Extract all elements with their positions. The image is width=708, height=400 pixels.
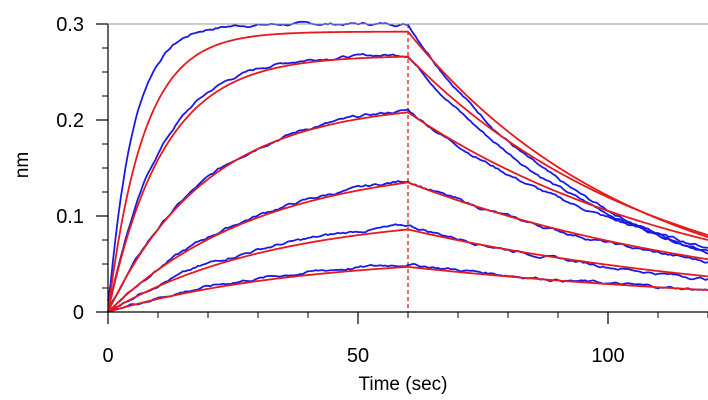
- x-tick-label: 50: [347, 345, 369, 367]
- measured-curve-3: [107, 108, 708, 307]
- y-tick-label: 0.3: [56, 14, 84, 36]
- measured-curve-5: [107, 223, 708, 311]
- fit-curve-1: [107, 30, 708, 313]
- y-tick-label: 0.1: [56, 206, 84, 228]
- fit-curve-4: [107, 181, 708, 313]
- y-tick-label: 0: [73, 302, 84, 324]
- fit-curve-2: [107, 55, 708, 313]
- fit-curve-5: [107, 228, 708, 313]
- y-tick-label: 0.2: [56, 110, 84, 132]
- plot-area: [107, 20, 708, 313]
- x-axis-title: Time (sec): [358, 374, 447, 395]
- x-tick-label: 0: [102, 345, 113, 367]
- axes: 0 0.1 0.2 0.3 0 50 100: [56, 14, 708, 367]
- fit-curve-6: [107, 265, 708, 313]
- fit-curve-3: [107, 111, 708, 313]
- x-tick-label: 100: [591, 345, 624, 367]
- y-axis-title: nm: [12, 152, 33, 178]
